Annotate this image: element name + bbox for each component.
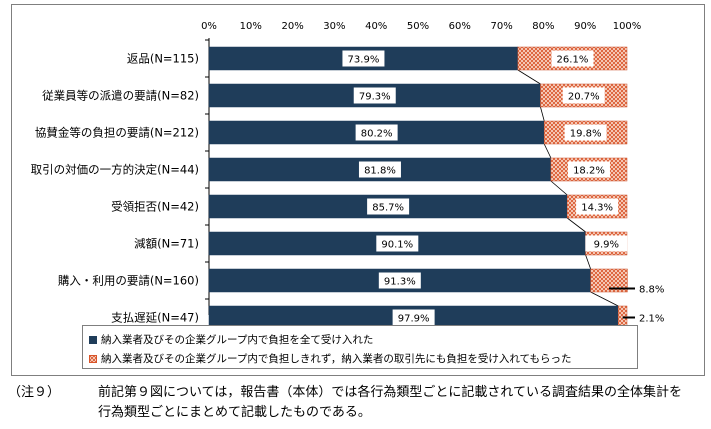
chart-legend: 納入業者及びその企業グループ内で負担を全て受け入れた 納入業者及びその企業グルー… (82, 325, 638, 369)
category-label: 従業員等の派遣の要請(N=82) (42, 89, 199, 103)
data-label-fully-accepted: 80.2% (361, 129, 393, 140)
x-tick-label: 70% (490, 21, 512, 32)
series-line (550, 180, 568, 196)
data-label-box (551, 50, 594, 67)
category-label: 協賛金等の負担の要請(N=212) (35, 126, 199, 140)
legend-item-partly-passed-on: 納入業者及びその企業グループ内で負担しきれず，納入業者の取引先にも負担を受け入れ… (89, 351, 572, 366)
footnote-line-2: 行為類型ごとにまとめて記載したものである。 (98, 405, 371, 420)
data-label-fully-accepted: 73.9% (348, 55, 380, 66)
data-label-box (567, 161, 610, 178)
footnote: （注９） 前記第９図については，報告書（本体）では各行為類型ごとに記載されている調… (8, 383, 708, 423)
legend-swatch-crosshatch (89, 354, 97, 363)
data-label-passed-on: 19.8% (570, 129, 602, 140)
x-tick-label: 0% (201, 21, 217, 32)
data-label-box (392, 309, 435, 326)
footnote-line-1: 前記第９図については，報告書（本体）では各行為類型ごとに記載されている調査結果の… (98, 385, 682, 400)
category-label: 取引の対価の一方的決定(N=44) (31, 163, 199, 177)
category-label: 支払遅延(N=47) (111, 311, 199, 325)
data-label-passed-on: 14.3% (581, 203, 613, 214)
category-label: 返品(N=115) (127, 52, 199, 66)
data-label-passed-on: 8.8% (639, 285, 664, 296)
data-label-fully-accepted: 97.9% (398, 314, 430, 325)
x-tick-label: 60% (449, 21, 471, 32)
category-label: 購入・利用の要請(N=160) (58, 274, 199, 288)
series-line (566, 217, 586, 233)
data-label-passed-on: 20.7% (568, 92, 600, 103)
legend-label: 納入業者及びその企業グループ内で負担しきれず，納入業者の取引先にも負担を受け入れ… (101, 353, 572, 365)
x-tick-label: 100% (613, 21, 642, 32)
footnote-label: （注９） (8, 385, 61, 400)
data-label-fully-accepted: 91.3% (384, 277, 416, 288)
x-tick-label: 80% (532, 21, 554, 32)
x-tick-label: 50% (407, 21, 429, 32)
x-tick-label: 20% (281, 21, 303, 32)
chart-frame: 0% 10% 20% 30% 40% 50% 60% 70% 80% 90% 100% 返品(N=1… (11, 4, 705, 376)
data-label-box (585, 235, 628, 252)
data-label-box (353, 87, 396, 104)
data-label-fully-accepted: 79.3% (359, 92, 391, 103)
data-label-passed-on: 18.2% (573, 166, 605, 177)
legend-swatch-solid (89, 335, 97, 344)
data-label-fully-accepted: 81.8% (364, 166, 396, 177)
category-label: 受領拒否(N=42) (111, 200, 199, 214)
data-label-passed-on: 26.1% (557, 55, 589, 66)
data-label-box (358, 161, 401, 178)
series-line (543, 143, 552, 159)
x-tick-label: 40% (365, 21, 387, 32)
x-tick-label: 30% (323, 21, 345, 32)
x-tick-label: 10% (240, 21, 262, 32)
legend-item-fully-accepted: 納入業者及びその企業グループ内で負担を全て受け入れた (89, 332, 373, 347)
series-line (585, 254, 592, 270)
data-label-passed-on: 2.1% (639, 314, 664, 325)
data-label-box (376, 235, 419, 252)
data-label-passed-on: 9.9% (594, 240, 619, 251)
data-label-fully-accepted: 85.7% (372, 203, 404, 214)
data-label-fully-accepted: 90.1% (381, 240, 413, 251)
series-line (517, 69, 541, 85)
data-label-box (342, 50, 385, 67)
stacked-bar-chart: 0% 10% 20% 30% 40% 50% 60% 70% 80% 90% 100% 返品(N=1… (31, 21, 664, 330)
data-label-box (562, 87, 605, 104)
legend-label: 納入業者及びその企業グループ内で負担を全て受け入れた (101, 334, 374, 346)
data-label-box (367, 198, 410, 215)
data-label-box (576, 198, 619, 215)
series-line (590, 291, 619, 307)
x-tick-label: 90% (574, 21, 596, 32)
series-line (540, 106, 545, 122)
bar-segment-passed-on (590, 268, 628, 293)
data-label-box (564, 124, 607, 141)
data-label-box (378, 272, 421, 289)
category-label: 減額(N=71) (134, 237, 199, 251)
data-label-box (355, 124, 398, 141)
